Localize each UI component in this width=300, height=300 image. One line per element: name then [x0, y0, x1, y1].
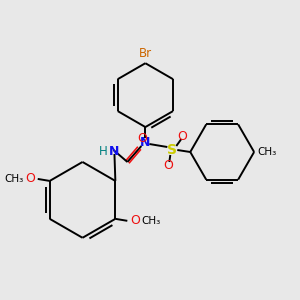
Text: Br: Br [139, 47, 152, 60]
Text: S: S [167, 143, 177, 157]
Text: H: H [99, 146, 107, 158]
Text: O: O [177, 130, 187, 142]
Text: CH₃: CH₃ [4, 174, 24, 184]
Text: O: O [25, 172, 35, 185]
Text: O: O [130, 214, 140, 227]
Text: CH₃: CH₃ [257, 147, 276, 157]
Text: N: N [140, 136, 151, 148]
Text: CH₃: CH₃ [141, 216, 160, 226]
Text: O: O [164, 160, 173, 172]
Text: O: O [137, 132, 147, 145]
Text: N: N [109, 146, 120, 158]
